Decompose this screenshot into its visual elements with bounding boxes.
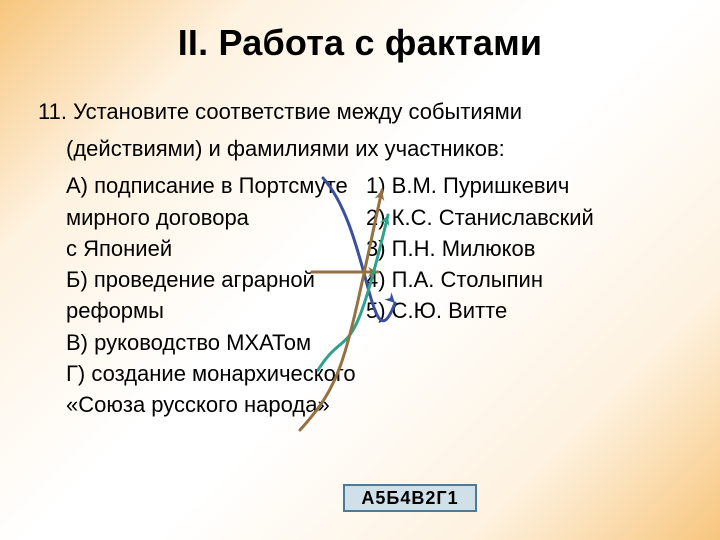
answer-box: А5Б4В2Г1 bbox=[343, 484, 477, 512]
page-title: II. Работа с фактами bbox=[0, 0, 720, 64]
left-a-line3: с Японией bbox=[66, 233, 366, 264]
question-block: 11. Установите соответствие между событи… bbox=[38, 96, 688, 420]
left-b-line2: реформы bbox=[66, 295, 366, 326]
right-5: 5) С.Ю. Витте bbox=[366, 295, 626, 326]
right-3: 3) П.Н. Милюков bbox=[366, 233, 626, 264]
left-v-line1: В) руководство МХАТом bbox=[66, 327, 366, 358]
left-a-line1: А) подписание в Портсмуте bbox=[66, 170, 366, 201]
right-2: 2) К.С. Станиславский bbox=[366, 202, 626, 233]
question-number: 11. bbox=[38, 99, 67, 124]
question-stem: 11. Установите соответствие между событи… bbox=[38, 96, 688, 127]
left-b-line1: Б) проведение аграрной bbox=[66, 264, 366, 295]
question-line2: (действиями) и фамилиями их участников: bbox=[38, 133, 688, 164]
left-g-line2: «Союза русского народа» bbox=[66, 389, 366, 420]
left-g-line1: Г) создание монархического bbox=[66, 358, 366, 389]
question-line1: Установите соответствие между событиями bbox=[73, 99, 522, 124]
right-1: 1) В.М. Пуришкевич bbox=[366, 170, 626, 201]
left-a-line2: мирного договора bbox=[66, 202, 366, 233]
right-4: 4) П.А. Столыпин bbox=[366, 264, 626, 295]
